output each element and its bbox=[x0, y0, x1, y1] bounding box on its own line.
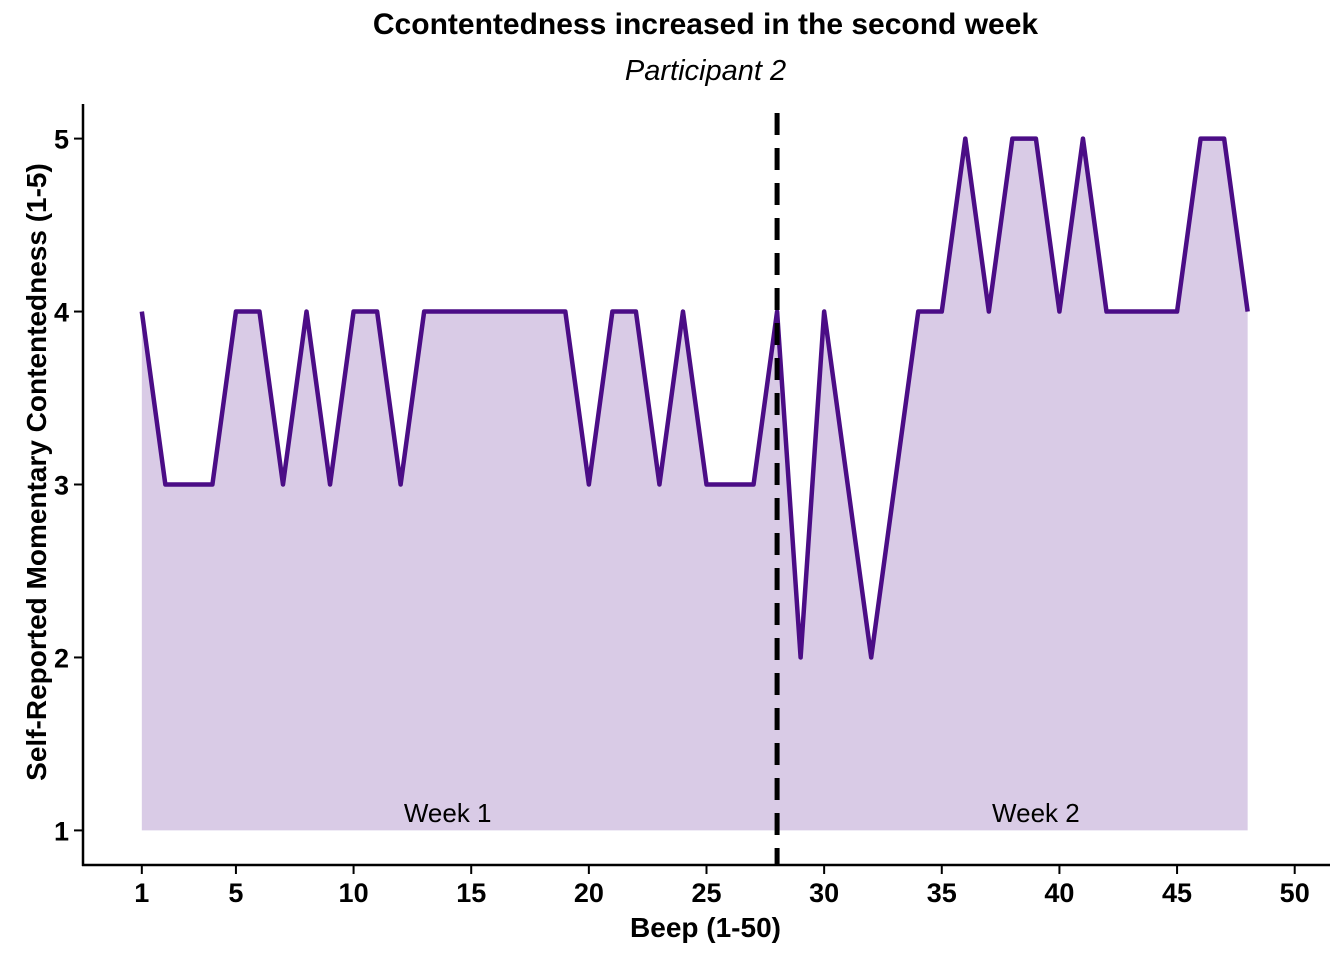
data-point-10 bbox=[352, 310, 356, 314]
y-tick-label-1: 1 bbox=[54, 816, 69, 846]
chart-title: Ccontentedness increased in the second w… bbox=[372, 8, 1039, 41]
data-point-29 bbox=[799, 655, 803, 659]
x-tick-label-30: 30 bbox=[809, 878, 839, 908]
data-point-18 bbox=[540, 310, 544, 314]
x-tick-label-35: 35 bbox=[927, 878, 957, 908]
data-point-16 bbox=[493, 310, 497, 314]
data-point-31 bbox=[846, 483, 850, 487]
data-point-35 bbox=[940, 310, 944, 314]
y-tick-label-3: 3 bbox=[54, 471, 69, 501]
data-point-40 bbox=[1057, 310, 1061, 314]
data-point-36 bbox=[963, 137, 967, 141]
data-point-21 bbox=[610, 310, 614, 314]
x-tick-label-1: 1 bbox=[134, 878, 149, 908]
data-point-45 bbox=[1175, 310, 1179, 314]
x-tick-label-25: 25 bbox=[691, 878, 721, 908]
annotation-week-1: Week 1 bbox=[404, 798, 492, 828]
data-point-33 bbox=[893, 483, 897, 487]
data-point-22 bbox=[634, 310, 638, 314]
x-tick-label-20: 20 bbox=[574, 878, 604, 908]
data-point-4 bbox=[210, 483, 214, 487]
data-point-27 bbox=[752, 483, 756, 487]
x-tick-label-50: 50 bbox=[1280, 878, 1310, 908]
data-point-38 bbox=[1010, 137, 1014, 141]
x-axis-label: Beep (1-50) bbox=[630, 912, 781, 943]
data-point-20 bbox=[587, 483, 591, 487]
data-point-32 bbox=[869, 655, 873, 659]
data-point-25 bbox=[705, 483, 709, 487]
data-point-34 bbox=[916, 310, 920, 314]
area-fill bbox=[141, 138, 1248, 831]
data-point-15 bbox=[469, 310, 473, 314]
data-point-1 bbox=[140, 310, 144, 314]
data-point-39 bbox=[1034, 137, 1038, 141]
chart-subtitle: Participant 2 bbox=[624, 55, 787, 87]
data-point-14 bbox=[446, 310, 450, 314]
x-tick-label-5: 5 bbox=[228, 878, 243, 908]
data-point-44 bbox=[1152, 310, 1156, 314]
data-point-17 bbox=[516, 310, 520, 314]
data-point-7 bbox=[281, 483, 285, 487]
data-point-8 bbox=[305, 310, 309, 314]
y-tick-label-5: 5 bbox=[54, 125, 69, 155]
data-point-43 bbox=[1128, 310, 1132, 314]
data-point-9 bbox=[328, 483, 332, 487]
data-point-12 bbox=[399, 483, 403, 487]
data-point-5 bbox=[234, 310, 238, 314]
annotation-week-2: Week 2 bbox=[992, 798, 1080, 828]
y-tick-label-2: 2 bbox=[54, 643, 69, 673]
data-point-23 bbox=[657, 483, 661, 487]
data-point-46 bbox=[1199, 137, 1203, 141]
data-point-24 bbox=[681, 310, 685, 314]
data-point-41 bbox=[1081, 137, 1085, 141]
x-tick-label-45: 45 bbox=[1162, 878, 1192, 908]
data-point-37 bbox=[987, 310, 991, 314]
data-point-28 bbox=[775, 310, 779, 314]
data-point-47 bbox=[1222, 137, 1226, 141]
data-point-3 bbox=[187, 483, 191, 487]
data-point-30 bbox=[822, 310, 826, 314]
data-point-19 bbox=[563, 310, 567, 314]
x-tick-label-10: 10 bbox=[339, 878, 369, 908]
data-point-26 bbox=[728, 483, 732, 487]
data-point-2 bbox=[163, 483, 167, 487]
data-point-48 bbox=[1246, 310, 1250, 314]
x-tick-label-40: 40 bbox=[1044, 878, 1074, 908]
series-line bbox=[139, 136, 1250, 660]
x-tick-label-15: 15 bbox=[456, 878, 486, 908]
data-point-42 bbox=[1104, 310, 1108, 314]
data-point-11 bbox=[375, 310, 379, 314]
data-point-13 bbox=[422, 310, 426, 314]
y-tick-label-4: 4 bbox=[54, 298, 69, 328]
data-point-6 bbox=[257, 310, 261, 314]
